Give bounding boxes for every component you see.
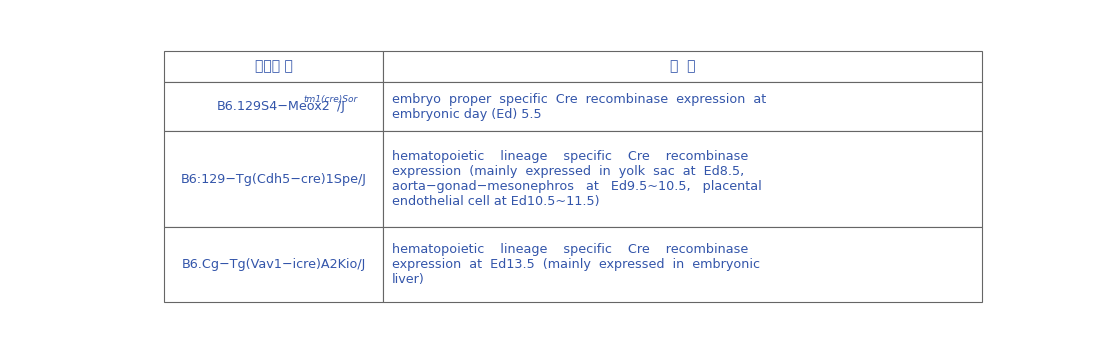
Text: hematopoietic    lineage    specific    Cre    recombinase: hematopoietic lineage specific Cre recom… — [392, 150, 748, 163]
Text: 마우스 종: 마우스 종 — [255, 60, 293, 74]
Text: aorta−gonad−mesonephros   at   Ed9.5~10.5,   placental: aorta−gonad−mesonephros at Ed9.5~10.5, p… — [392, 180, 761, 193]
Bar — [164, 82, 383, 132]
Bar — [383, 132, 982, 227]
Text: embryonic day (Ed) 5.5: embryonic day (Ed) 5.5 — [392, 108, 541, 121]
Bar — [383, 82, 982, 132]
Text: /J: /J — [337, 100, 344, 113]
Text: expression  (mainly  expressed  in  yolk  sac  at  Ed8.5,: expression (mainly expressed in yolk sac… — [392, 165, 745, 178]
Text: B6.129S4−Meox2: B6.129S4−Meox2 — [217, 100, 331, 113]
Bar — [164, 51, 383, 82]
Text: embryo  proper  specific  Cre  recombinase  expression  at: embryo proper specific Cre recombinase e… — [392, 93, 766, 106]
Bar — [164, 132, 383, 227]
Text: 특  징: 특 징 — [670, 60, 695, 74]
Text: tm1(cre)Sor: tm1(cre)Sor — [304, 95, 358, 104]
Text: B6.Cg−Tg(Vav1−icre)A2Kio/J: B6.Cg−Tg(Vav1−icre)A2Kio/J — [181, 258, 366, 271]
Text: endothelial cell at Ed10.5~11.5): endothelial cell at Ed10.5~11.5) — [392, 195, 599, 208]
Text: B6:129−Tg(Cdh5−cre)1Spe/J: B6:129−Tg(Cdh5−cre)1Spe/J — [181, 172, 367, 186]
Text: expression  at  Ed13.5  (mainly  expressed  in  embryonic: expression at Ed13.5 (mainly expressed i… — [392, 258, 760, 271]
Text: hematopoietic    lineage    specific    Cre    recombinase: hematopoietic lineage specific Cre recom… — [392, 243, 748, 256]
Text: liver): liver) — [392, 273, 425, 286]
Bar — [383, 51, 982, 82]
Bar — [164, 227, 383, 302]
Bar — [383, 227, 982, 302]
